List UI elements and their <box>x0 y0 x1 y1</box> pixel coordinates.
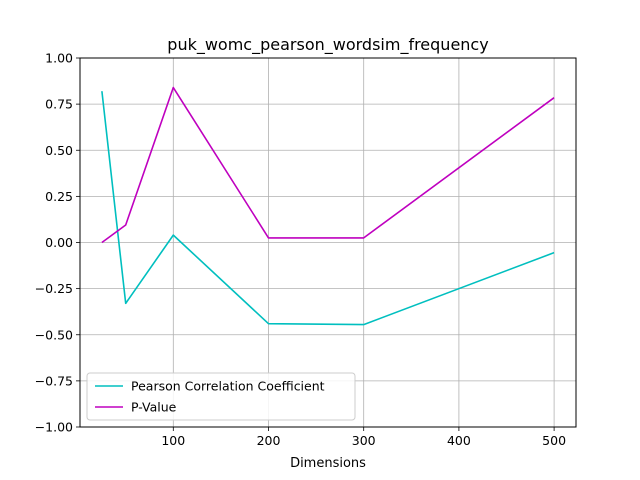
series-lines <box>101 86 555 326</box>
axis-ticks: 100 200 300 400 500 −1.00 −0.75 −0.50 −0.25 0.00 0… <box>35 51 566 449</box>
y-tick-label: −0.50 <box>35 327 73 342</box>
x-tick-label: 400 <box>447 433 471 448</box>
series-line-1 <box>101 86 555 244</box>
x-tick-label: 200 <box>257 433 281 448</box>
x-tick-label: 100 <box>161 433 185 448</box>
legend-label: Pearson Correlation Coefficient <box>131 379 325 394</box>
y-tick-label: 0.75 <box>45 97 73 112</box>
y-tick-label: −0.75 <box>35 373 73 388</box>
y-tick-label: 1.00 <box>45 51 73 66</box>
y-tick-label: 0.00 <box>45 235 73 250</box>
y-tick-label: 0.25 <box>45 189 73 204</box>
legend: Pearson Correlation Coefficient P-Value <box>86 372 356 421</box>
y-tick-label: −1.00 <box>35 420 73 435</box>
series-line-0 <box>101 91 555 326</box>
y-tick-label: −0.25 <box>35 281 73 296</box>
x-tick-label: 500 <box>542 433 566 448</box>
x-axis-title: Dimensions <box>290 456 366 471</box>
y-tick-label: 0.50 <box>45 143 73 158</box>
chart-title: puk_womc_pearson_wordsim_frequency <box>167 35 488 55</box>
legend-label: P-Value <box>131 400 177 415</box>
legend-box <box>86 372 356 421</box>
x-tick-label: 300 <box>352 433 376 448</box>
